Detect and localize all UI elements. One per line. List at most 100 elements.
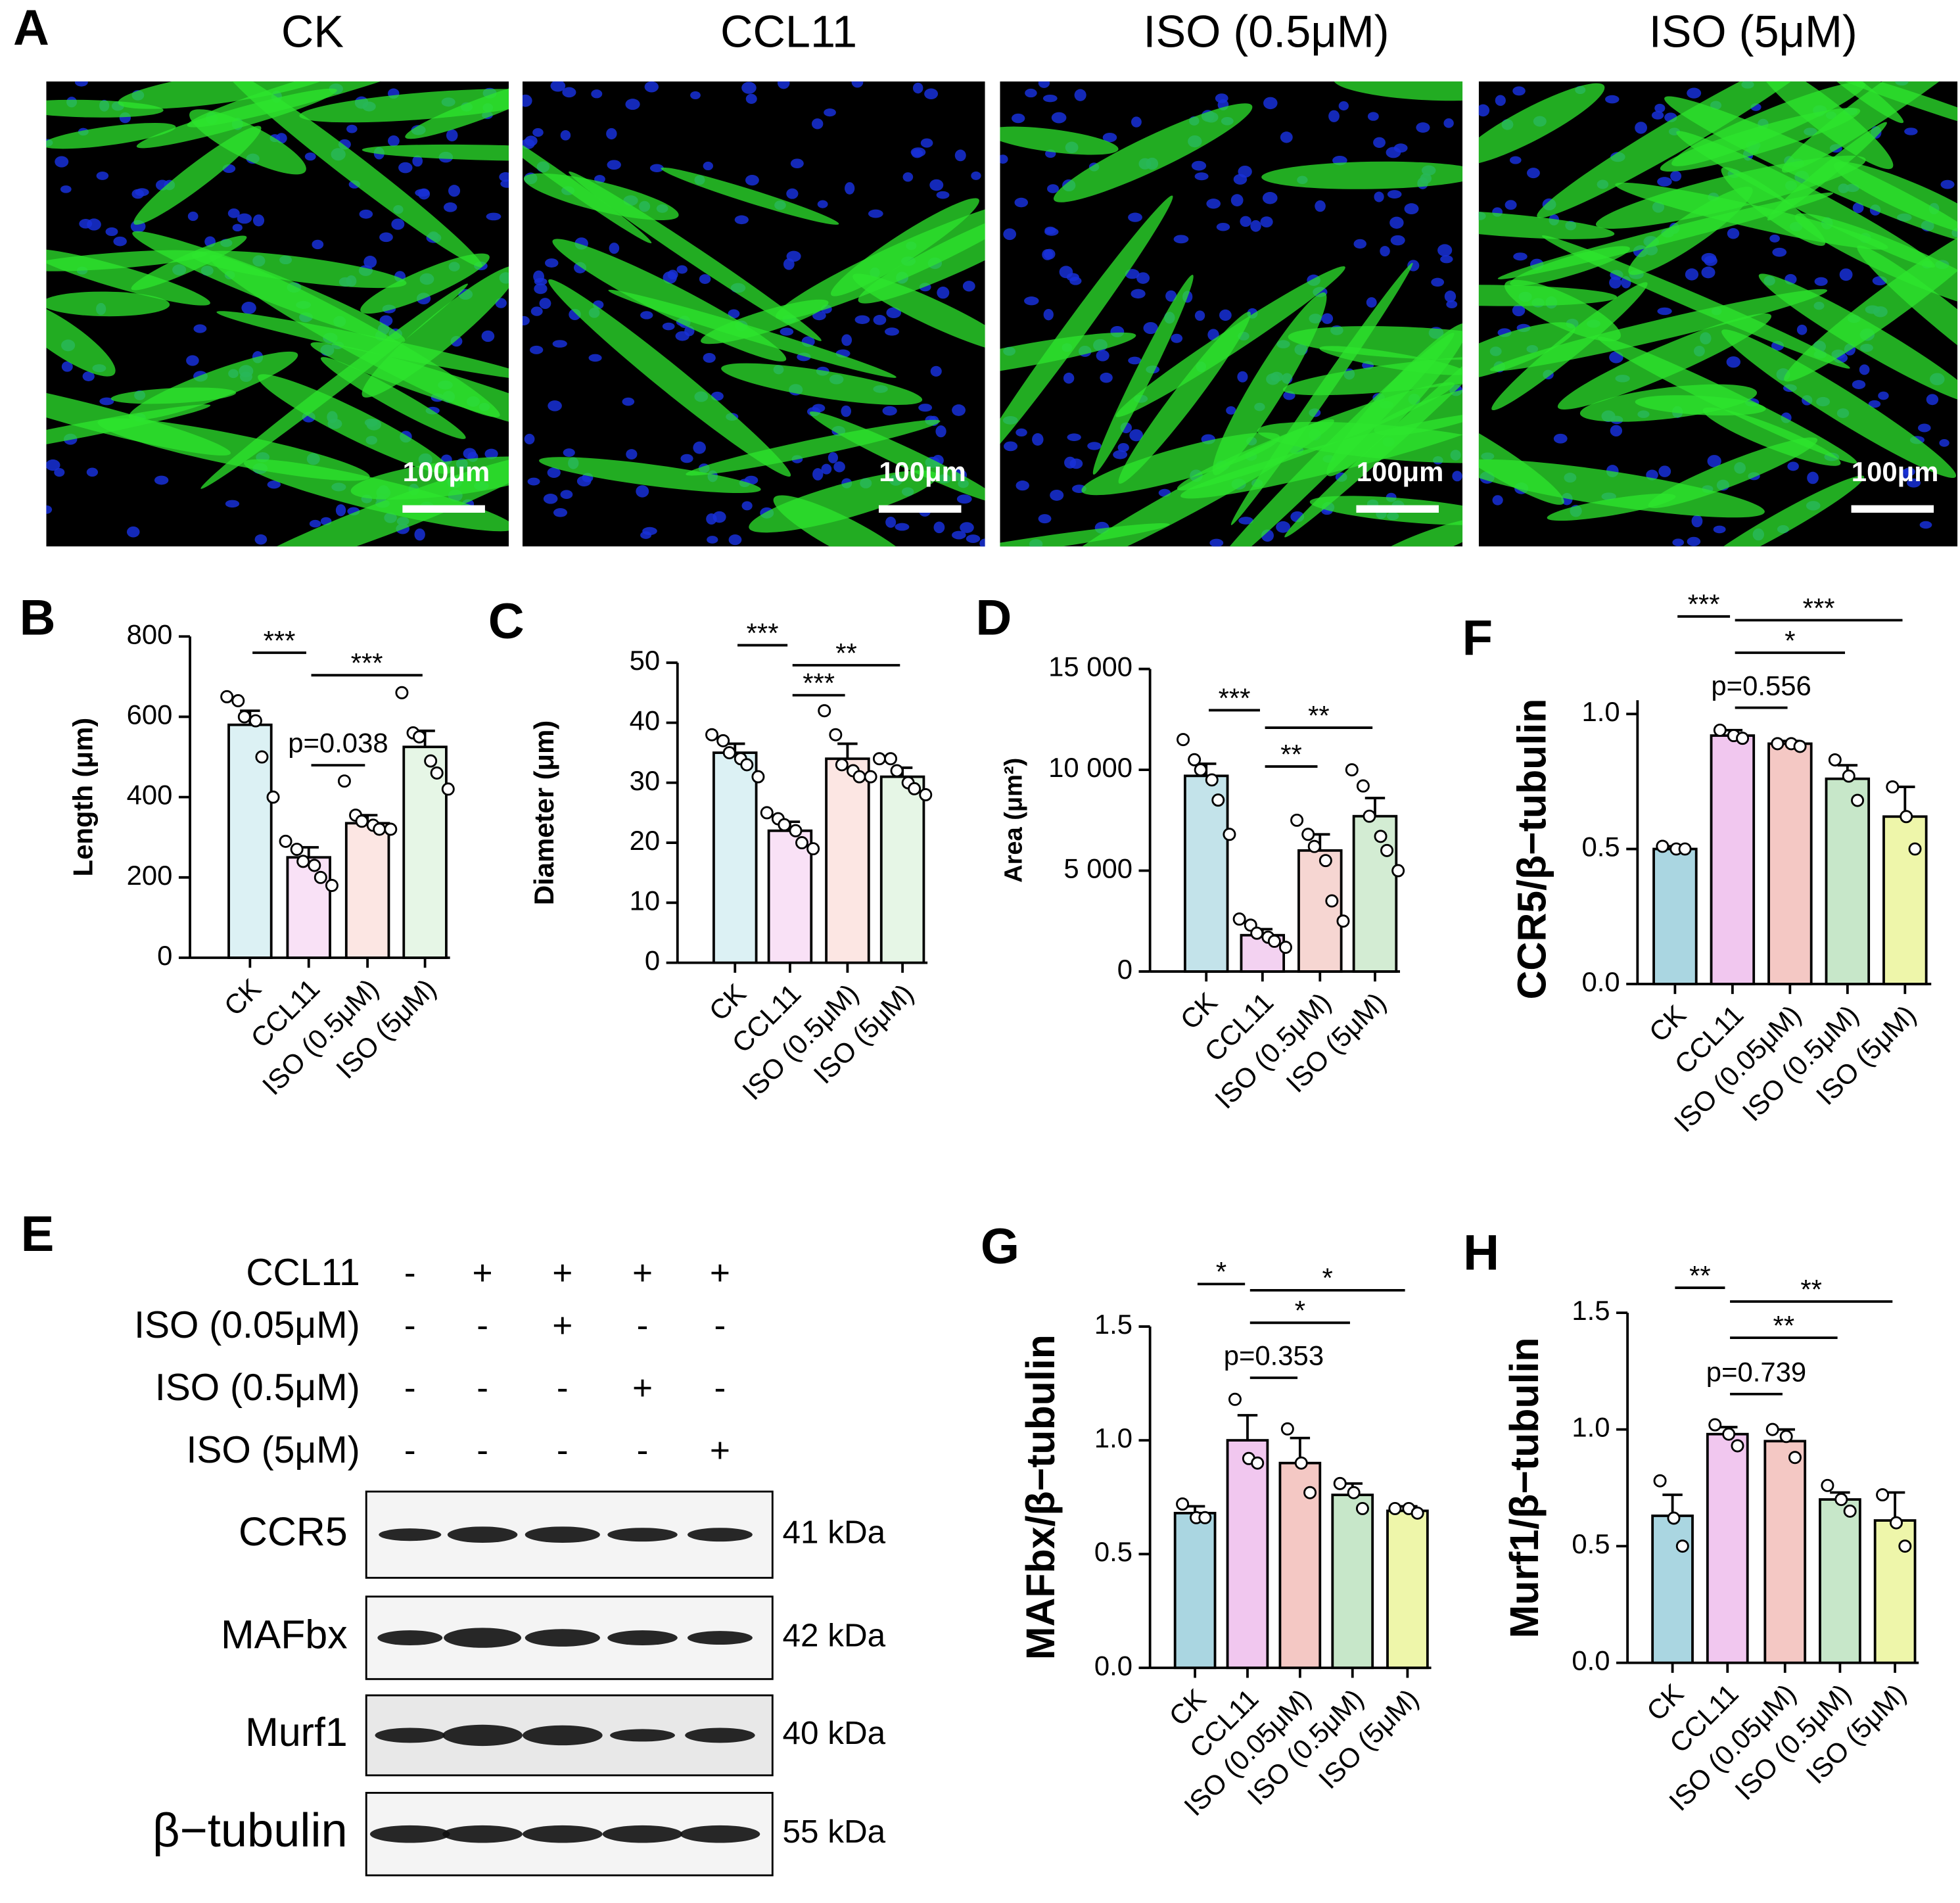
nucleus xyxy=(920,138,933,148)
myotube xyxy=(1579,384,1758,422)
nucleus xyxy=(1260,216,1273,227)
micrograph: 100μm xyxy=(1000,81,1463,547)
nucleus xyxy=(1014,197,1029,208)
nucleus xyxy=(1772,247,1787,257)
nucleus xyxy=(622,397,635,406)
blot-band xyxy=(687,1631,753,1645)
nucleus xyxy=(828,452,839,463)
nucleus xyxy=(1713,525,1726,534)
nucleus xyxy=(548,400,562,411)
nucleus xyxy=(1276,521,1291,533)
nucleus xyxy=(644,81,659,93)
nucleus xyxy=(1387,190,1402,199)
myotube xyxy=(852,273,985,353)
data-point xyxy=(430,766,444,780)
nucleus xyxy=(1374,191,1384,202)
myotube xyxy=(1784,216,1958,382)
nucleus xyxy=(640,311,653,319)
panel-letter: F xyxy=(1462,610,1493,666)
nucleus xyxy=(1553,433,1568,444)
data-point xyxy=(355,814,369,828)
nucleus xyxy=(1000,154,1008,164)
nucleus xyxy=(1219,309,1232,321)
data-point xyxy=(1908,842,1922,856)
condition-label: ISO (0.5μM) xyxy=(155,1367,360,1409)
nucleus xyxy=(912,82,923,94)
nucleus xyxy=(609,243,620,254)
scale-bar-label: 100μm xyxy=(403,456,490,487)
data-point xyxy=(872,752,886,766)
significance-label: *** xyxy=(1219,682,1251,713)
nucleus xyxy=(96,171,109,180)
nucleus xyxy=(1431,277,1445,287)
nucleus xyxy=(1654,103,1666,113)
nucleus xyxy=(359,209,373,219)
data-point xyxy=(778,818,791,832)
nucleus xyxy=(1416,122,1430,133)
myotube xyxy=(721,363,923,405)
nucleus xyxy=(241,302,256,314)
blot-band xyxy=(525,1629,600,1647)
data-point xyxy=(1876,1488,1890,1502)
nucleus xyxy=(1117,442,1129,452)
nucleus xyxy=(415,189,430,197)
y-tick-label: 40 xyxy=(630,705,661,736)
data-point xyxy=(1656,839,1669,853)
nucleus xyxy=(463,448,477,459)
nucleus xyxy=(1495,95,1506,106)
myotube xyxy=(1478,83,1605,166)
data-point xyxy=(1842,769,1855,783)
nucleus xyxy=(86,467,99,477)
nucleus xyxy=(841,405,852,417)
nucleus xyxy=(936,191,950,199)
panel-letter: C xyxy=(488,594,525,649)
nucleus xyxy=(607,160,621,170)
nucleus xyxy=(1012,113,1025,124)
nucleus xyxy=(930,365,942,377)
myotube xyxy=(749,470,938,533)
y-tick-label: 0 xyxy=(157,940,172,971)
myotube xyxy=(1813,81,1958,141)
myotube xyxy=(258,374,452,474)
panel-letter: E xyxy=(21,1206,55,1262)
data-point xyxy=(1765,1422,1779,1436)
data-point xyxy=(1336,914,1350,928)
nucleus xyxy=(530,306,543,316)
nucleus xyxy=(851,81,864,88)
y-axis-label: CCR5/β−tubulin xyxy=(1509,699,1554,1000)
nucleus xyxy=(227,208,240,218)
nucleus xyxy=(304,152,316,161)
nucleus xyxy=(1513,252,1528,261)
nucleus xyxy=(126,526,140,538)
myotube xyxy=(1284,329,1463,538)
nucleus xyxy=(1404,203,1419,215)
nucleus xyxy=(1926,394,1939,406)
condition-mark: - xyxy=(477,1369,488,1407)
nucleus xyxy=(1032,433,1044,446)
data-point xyxy=(1325,894,1339,908)
nucleus xyxy=(1727,227,1740,239)
y-tick-label: 200 xyxy=(127,860,173,891)
condition-mark: - xyxy=(477,1306,488,1345)
blot-band xyxy=(525,1526,600,1543)
myotube xyxy=(1118,312,1251,484)
bar xyxy=(1652,847,1698,985)
nucleus xyxy=(640,531,652,539)
data-point xyxy=(1232,912,1246,926)
nucleus xyxy=(1878,391,1889,400)
data-point xyxy=(1347,1486,1361,1499)
y-axis-label: MAFbx/β−tubulin xyxy=(1018,1334,1063,1660)
nucleus xyxy=(790,158,804,169)
data-point xyxy=(884,752,898,766)
data-point xyxy=(413,730,427,743)
significance-label: *** xyxy=(1688,589,1720,620)
nucleus xyxy=(1685,268,1699,281)
nucleus xyxy=(1839,268,1853,281)
y-tick-label: 400 xyxy=(127,780,173,811)
nucleus xyxy=(1366,297,1377,308)
myotube xyxy=(775,199,985,319)
myotube xyxy=(200,283,468,489)
nucleus xyxy=(783,258,795,270)
myotube xyxy=(362,265,509,398)
blot-name: MAFbx xyxy=(221,1612,348,1657)
